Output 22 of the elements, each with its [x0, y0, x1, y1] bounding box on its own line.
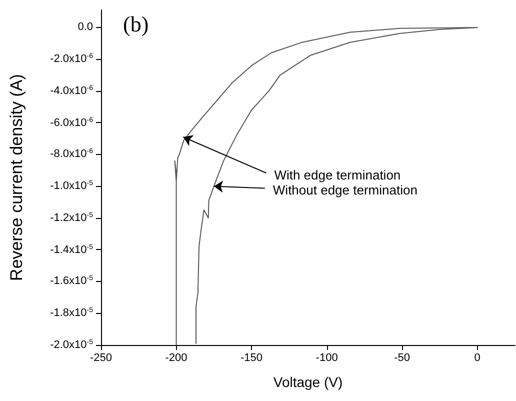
y-tick-label: -6.0x10$^{-6}$: [50, 116, 93, 130]
x-tick-label: -50: [393, 351, 412, 365]
y-tick-label: -1.0x10$^{-5}$: [50, 179, 93, 194]
y-tick-label: -8.0x10$^{-6}$: [50, 147, 93, 162]
chart-title: (b): [123, 12, 149, 36]
y-tick-label: -2.0x10$^{-6}$: [50, 52, 93, 66]
x-tick-label: -250: [88, 351, 114, 365]
y-tick-label: -1.8x10$^{-5}$: [50, 306, 93, 320]
annotation: With edge termination: [274, 168, 401, 183]
x-tick-label: -100: [314, 351, 339, 365]
y-tick-label: -2.0x10$^{-5}$: [50, 338, 93, 352]
x-tick-label: 0: [473, 351, 482, 365]
y-tick-label: -1.6x10$^{-5}$: [50, 274, 93, 288]
y-tick-label: -1.4x10$^{-5}$: [50, 242, 93, 257]
y-tick-label: 0.0: [78, 20, 93, 34]
annotation: Without edge termination: [272, 182, 418, 198]
y-axis-title: Reverse current density (A): [7, 74, 26, 281]
x-tick-label: -200: [164, 351, 188, 365]
x-axis-title: Voltage (V): [273, 374, 343, 390]
x-tick-label: -150: [240, 351, 264, 365]
y-tick-label: -4.0x10$^{-6}$: [50, 84, 93, 98]
y-tick-label: -1.2x10$^{-5}$: [50, 210, 93, 225]
